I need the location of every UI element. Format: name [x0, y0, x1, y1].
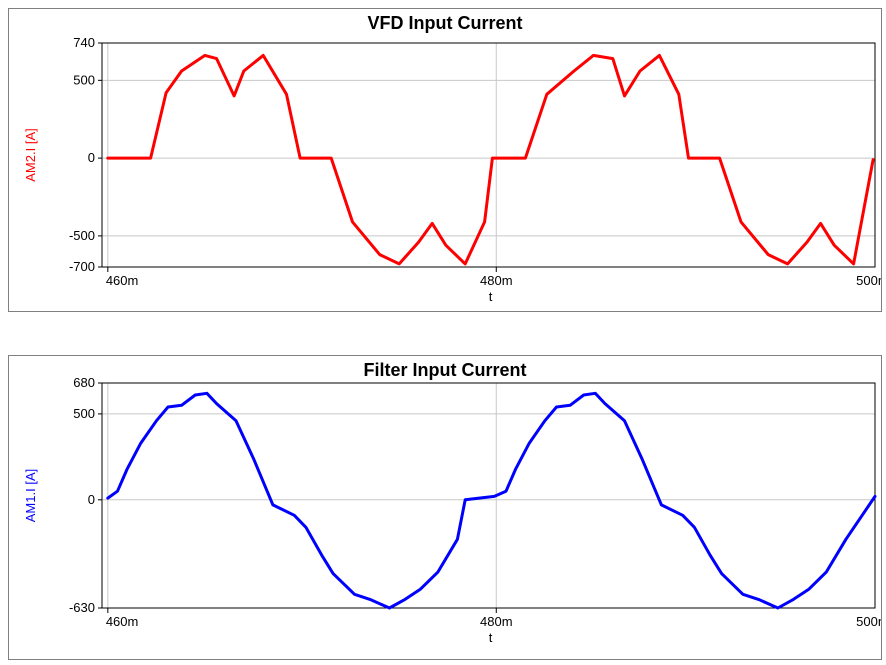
chart-1-plot-border	[101, 42, 876, 268]
filter-input-current-panel: Filter Input Current 680 500 0 -630 460m 480m 5…	[8, 355, 882, 660]
chart-1-y-tick-label: -700	[69, 259, 95, 274]
chart-1-title: VFD Input Current	[368, 13, 523, 33]
chart-1-y-axis-label: AM2.I [A]	[23, 128, 38, 181]
chart-2-plot-frame	[101, 382, 876, 609]
vfd-input-current-chart: VFD Input Current 740 500 0 -500 -700 460m 480m…	[23, 13, 881, 304]
chart-2-x-axis-label: t	[489, 630, 493, 645]
chart-2-y-axis-label: AM1.I [A]	[23, 469, 38, 522]
chart-2-x-tick-label: 480m	[480, 614, 513, 629]
chart-1-plot-frame	[101, 42, 876, 268]
chart-1-y-tick-label: 740	[73, 35, 95, 50]
chart-1-series-1-line	[106, 53, 875, 266]
chart-2-y-tick-label: 0	[88, 492, 95, 507]
chart-1-x-tick-label: 500m	[856, 273, 881, 288]
chart-2-y-tick-label: 680	[73, 375, 95, 390]
vfd-input-current-panel: VFD Input Current 740 500 0 -500 -700 460m 480m…	[8, 8, 882, 312]
chart-2-title: Filter Input Current	[364, 360, 527, 380]
chart-1-x-tick-label: 480m	[480, 273, 513, 288]
chart-1-y-tick-label: 0	[88, 150, 95, 165]
chart-2-x-tick-label: 460m	[106, 614, 139, 629]
chart-2-y-tick-label: -630	[69, 600, 95, 615]
chart-2-y-tick-label: 500	[73, 406, 95, 421]
chart-1-x-axis-label: t	[489, 289, 493, 304]
chart-1-x-tick-label: 460m	[106, 273, 139, 288]
filter-input-current-chart: Filter Input Current 680 500 0 -630 460m 480m 5…	[23, 360, 881, 645]
chart-1-y-tick-label: -500	[69, 228, 95, 243]
chart-1-y-tick-label: 500	[73, 72, 95, 87]
chart-2-x-tick-label: 500m	[856, 614, 881, 629]
chart-2-series-1-line	[106, 391, 877, 610]
